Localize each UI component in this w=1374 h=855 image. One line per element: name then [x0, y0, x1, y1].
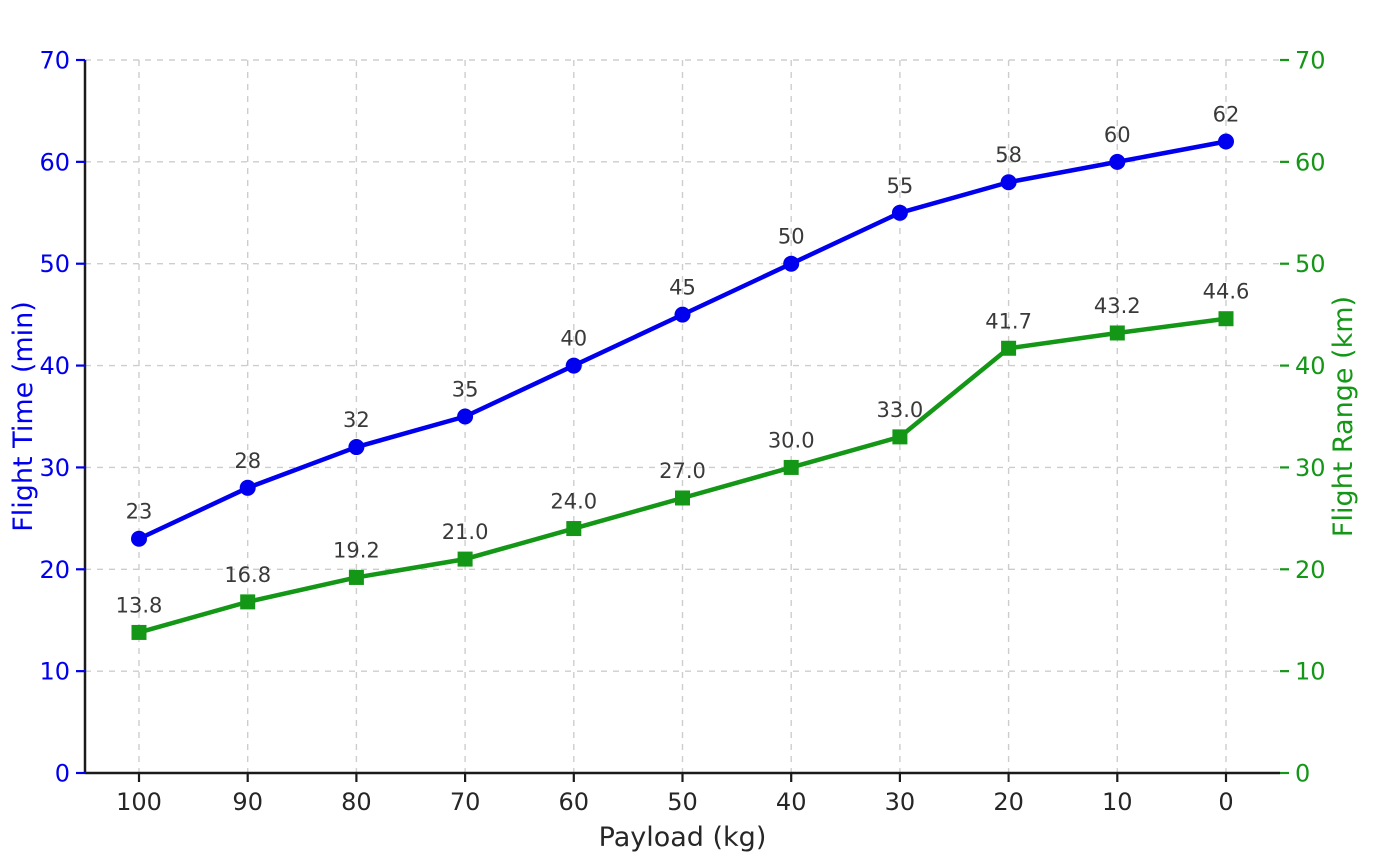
data-point-label: 43.2	[1094, 294, 1141, 318]
flight-range-marker	[457, 551, 473, 567]
flight-range-marker	[131, 624, 147, 640]
y-right-tick-label: 50	[1295, 250, 1326, 278]
y-left-tick-label: 70	[39, 47, 70, 75]
y-right-axis-title: Flight Range (km)	[1328, 296, 1359, 537]
y-left-tick-label: 0	[55, 760, 70, 788]
y-left-tick-label: 20	[39, 556, 70, 584]
data-point-label: 19.2	[333, 538, 380, 562]
flight-range-marker	[348, 569, 364, 585]
flight-range-marker	[892, 429, 908, 445]
flight-time-marker	[783, 255, 800, 272]
y-left-tick-label: 10	[39, 658, 70, 686]
y-right-tick-label: 70	[1295, 47, 1326, 75]
x-tick-label: 30	[885, 788, 916, 816]
x-tick-label: 60	[559, 788, 590, 816]
data-point-label: 58	[995, 143, 1022, 167]
flight-range-marker	[566, 521, 582, 537]
flight-time-marker	[239, 479, 256, 496]
flight-time-marker	[674, 306, 691, 323]
x-tick-label: 10	[1102, 788, 1133, 816]
x-tick-label: 80	[341, 788, 372, 816]
data-point-label: 16.8	[224, 563, 271, 587]
flight-range-marker	[675, 490, 690, 506]
x-tick-label: 100	[116, 788, 162, 816]
flight-time-marker	[1000, 174, 1017, 191]
data-point-label: 24.0	[550, 490, 597, 514]
flight-range-marker	[1001, 340, 1017, 356]
y-left-tick-label: 60	[39, 148, 70, 176]
data-point-label: 23	[126, 500, 153, 524]
flight-time-marker	[565, 357, 582, 374]
flight-range-marker	[1109, 325, 1125, 341]
data-point-label: 44.6	[1203, 280, 1250, 304]
x-tick-label: 90	[232, 788, 263, 816]
data-point-label: 30.0	[768, 428, 815, 452]
flight-time-marker	[348, 439, 365, 456]
x-tick-label: 0	[1218, 788, 1233, 816]
flight-range-marker	[783, 459, 799, 475]
data-point-label: 62	[1213, 102, 1240, 126]
flight-time-marker	[891, 204, 908, 221]
data-point-label: 41.7	[985, 309, 1032, 333]
data-point-label: 50	[778, 225, 805, 249]
x-axis-title: Payload (kg)	[599, 822, 767, 853]
y-right-tick-label: 10	[1295, 658, 1326, 686]
y-left-tick-label: 30	[39, 454, 70, 482]
y-right-tick-label: 60	[1295, 148, 1326, 176]
flight-time-marker	[131, 530, 147, 547]
flight-range-marker	[1218, 311, 1234, 327]
data-point-label: 13.8	[116, 593, 163, 617]
y-right-tick-label: 40	[1295, 352, 1326, 380]
y-left-tick-label: 40	[39, 352, 70, 380]
data-point-label: 55	[887, 174, 914, 198]
x-tick-label: 40	[776, 788, 807, 816]
flight-range-marker	[240, 594, 256, 610]
data-point-label: 35	[452, 378, 479, 402]
flight-time-marker	[1218, 133, 1234, 150]
data-point-label: 28	[234, 449, 261, 473]
flight-time-marker	[1109, 153, 1126, 170]
flight-time-marker	[457, 408, 474, 425]
data-point-label: 21.0	[442, 520, 489, 544]
data-point-label: 33.0	[877, 398, 924, 422]
data-point-label: 45	[669, 276, 696, 300]
y-left-tick-label: 50	[39, 250, 70, 278]
y-left-axis-title: Flight Time (min)	[8, 301, 39, 532]
x-tick-label: 70	[450, 788, 481, 816]
data-point-label: 27.0	[659, 459, 706, 483]
data-point-label: 60	[1104, 123, 1131, 147]
data-point-label: 40	[560, 327, 587, 351]
y-right-tick-label: 30	[1295, 454, 1326, 482]
data-point-label: 32	[343, 408, 370, 432]
y-right-tick-label: 20	[1295, 556, 1326, 584]
x-tick-label: 20	[993, 788, 1024, 816]
x-tick-label: 50	[667, 788, 698, 816]
y-right-tick-label: 0	[1295, 760, 1310, 788]
